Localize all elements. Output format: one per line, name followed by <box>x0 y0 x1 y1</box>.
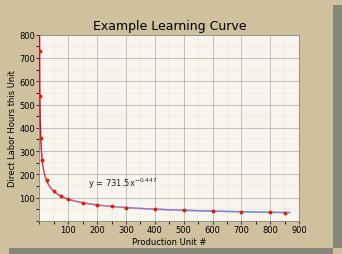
Point <box>123 206 129 210</box>
Point <box>109 204 114 209</box>
Title: Example Learning Curve: Example Learning Curve <box>93 20 246 33</box>
Point <box>37 94 43 99</box>
Point <box>39 158 45 163</box>
Point <box>181 209 186 213</box>
Point <box>210 209 215 213</box>
Point <box>51 189 56 194</box>
Point <box>239 210 244 214</box>
X-axis label: Production Unit #: Production Unit # <box>132 237 207 246</box>
Text: y = 731.5x$^{-0.447}$: y = 731.5x$^{-0.447}$ <box>89 176 158 191</box>
Point <box>65 197 71 201</box>
Point <box>152 207 158 211</box>
Y-axis label: Direct Labor Hours this Unit: Direct Labor Hours this Unit <box>8 70 16 186</box>
Point <box>44 179 49 183</box>
Point <box>268 210 273 214</box>
Point <box>80 201 86 205</box>
Point <box>58 194 64 198</box>
Point <box>37 50 42 54</box>
Point <box>38 136 43 140</box>
Point <box>282 211 288 215</box>
Point <box>94 203 100 207</box>
